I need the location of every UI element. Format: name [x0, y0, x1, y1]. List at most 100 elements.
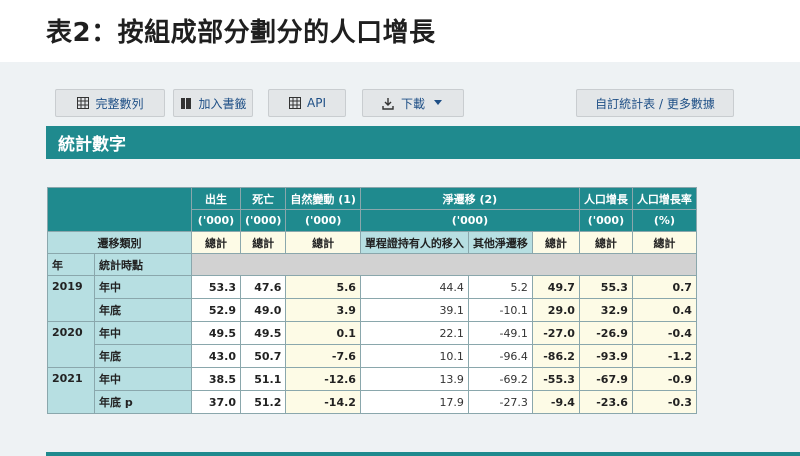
growth-cell: -23.6 [578, 390, 633, 414]
other-cell: 5.2 [467, 275, 533, 299]
other-cell: -10.1 [467, 298, 533, 322]
table-row: 2021 年中 38.5 51.1 -12.6 13.9 -69.2 -55.3… [47, 367, 697, 414]
label-total: 總計 [239, 231, 287, 254]
natural-cell: -14.2 [285, 390, 361, 414]
label-total: 總計 [191, 231, 241, 254]
net-total-cell: -86.2 [531, 344, 580, 368]
table-grid-icon [76, 97, 89, 110]
rate-cell: -0.9 [631, 367, 697, 391]
download-icon [382, 97, 395, 110]
year-cell: 2021 [47, 367, 95, 414]
label-total: 總計 [285, 231, 361, 254]
year-cell: 2019 [47, 275, 95, 322]
natural-cell: 3.9 [285, 298, 361, 322]
table-row: 2019 年中 53.3 47.6 5.6 44.4 5.2 49.7 55.3… [47, 275, 697, 322]
header-growth-rate: 人口增長率 [631, 187, 697, 210]
table-row: 年底 43.0 50.7 -7.6 10.1 -96.4 -86.2 -93.9… [48, 344, 697, 368]
header-row-groups: 出生 死亡 自然變動 (1) 淨遷移 (2) 人口增長 人口增長率 [47, 187, 697, 232]
growth-cell: 55.3 [578, 275, 633, 299]
unit-growth: ('000) [578, 209, 633, 232]
other-cell: -69.2 [467, 367, 533, 391]
one-way-cell: 10.1 [359, 344, 469, 368]
caret-down-icon [431, 97, 444, 110]
label-migration-type: 遷移類別 [47, 231, 192, 254]
point-cell: 年中 [94, 367, 192, 391]
births-cell: 43.0 [191, 344, 241, 368]
book-icon [179, 97, 192, 110]
label-total: 總計 [531, 231, 580, 254]
births-cell: 53.3 [191, 275, 241, 299]
rate-cell: -1.2 [631, 344, 697, 368]
unit-growth-rate: (%) [631, 209, 697, 232]
deaths-cell: 51.1 [239, 367, 287, 391]
one-way-cell: 13.9 [359, 367, 469, 391]
full-series-label: 完整數列 [95, 96, 144, 111]
other-cell: -96.4 [467, 344, 533, 368]
table-row: 年底 52.9 49.0 3.9 39.1 -10.1 29.0 32.9 0.… [48, 298, 697, 322]
growth-cell: -67.9 [578, 367, 633, 391]
table-row: 年底 p 37.0 51.2 -14.2 17.9 -27.3 -9.4 -23… [48, 390, 697, 414]
api-button[interactable]: API [268, 89, 346, 117]
births-cell: 37.0 [191, 390, 241, 414]
other-cell: -27.3 [467, 390, 533, 414]
net-total-cell: -9.4 [531, 390, 580, 414]
header-population-growth: 人口增長 [578, 187, 633, 210]
deaths-cell: 49.5 [239, 321, 287, 345]
rate-cell: -0.3 [631, 390, 697, 414]
download-button[interactable]: 下載 [362, 89, 464, 117]
bookmark-label: 加入書籤 [198, 96, 247, 111]
section-title: 統計數字 [58, 135, 126, 155]
header-births: 出生 [191, 187, 241, 210]
label-reference-point: 統計時點 [94, 253, 192, 276]
rate-cell: 0.4 [631, 298, 697, 322]
births-cell: 52.9 [191, 298, 241, 322]
rate-cell: -0.4 [631, 321, 697, 345]
unit-net-migration: ('000) [359, 209, 580, 232]
natural-cell: 5.6 [285, 275, 361, 299]
statistics-table: 出生 死亡 自然變動 (1) 淨遷移 (2) 人口增長 人口增長率 ('000)… [47, 187, 697, 414]
api-label: API [307, 96, 326, 110]
label-year: 年 [47, 253, 95, 276]
table-grid-icon [288, 97, 301, 110]
deaths-cell: 49.0 [239, 298, 287, 322]
header: 表2：按組成部分劃分的人口增長 [0, 0, 800, 62]
header-row-year: 年 統計時點 [47, 253, 697, 276]
one-way-cell: 17.9 [359, 390, 469, 414]
deaths-cell: 51.2 [239, 390, 287, 414]
header-corner [47, 187, 192, 232]
net-total-cell: -55.3 [531, 367, 580, 391]
point-cell: 年中 [94, 275, 192, 299]
header-natural-change: 自然變動 (1) [285, 187, 361, 210]
header-row-units: ('000) ('000) ('000) ('000) ('000) (%) [48, 209, 697, 232]
one-way-cell: 22.1 [359, 321, 469, 345]
growth-cell: -93.9 [578, 344, 633, 368]
next-section-bar [46, 452, 800, 456]
rate-cell: 0.7 [631, 275, 697, 299]
one-way-cell: 39.1 [359, 298, 469, 322]
page-title: 表2：按組成部分劃分的人口增長 [46, 18, 436, 48]
gray-filler [191, 253, 697, 276]
year-cell: 2020 [47, 321, 95, 368]
deaths-cell: 47.6 [239, 275, 287, 299]
bookmark-button[interactable]: 加入書籤 [173, 89, 253, 117]
label-other-net-migration: 其他淨遷移 [467, 231, 533, 254]
header-row-labels: 遷移類別 總計 總計 總計 單程證持有人的移入 其他淨遷移 總計 總計 總計 [47, 231, 697, 254]
growth-cell: 32.9 [578, 298, 633, 322]
other-cell: -49.1 [467, 321, 533, 345]
table-row: 2020 年中 49.5 49.5 0.1 22.1 -49.1 -27.0 -… [47, 321, 697, 368]
download-label: 下載 [400, 96, 425, 111]
custom-table-label: 自訂統計表 / 更多數據 [595, 96, 715, 111]
net-total-cell: 29.0 [531, 298, 580, 322]
label-one-way-permit: 單程證持有人的移入 [359, 231, 469, 254]
net-total-cell: 49.7 [531, 275, 580, 299]
deaths-cell: 50.7 [239, 344, 287, 368]
point-cell: 年底 [94, 344, 192, 368]
point-cell: 年底 p [94, 390, 192, 414]
full-series-button[interactable]: 完整數列 [55, 89, 165, 117]
births-cell: 38.5 [191, 367, 241, 391]
section-header: 統計數字 [46, 126, 800, 159]
unit-births: ('000) [191, 209, 241, 232]
label-total: 總計 [631, 231, 697, 254]
custom-table-button[interactable]: 自訂統計表 / 更多數據 [576, 89, 734, 117]
header-net-migration: 淨遷移 (2) [359, 187, 580, 210]
